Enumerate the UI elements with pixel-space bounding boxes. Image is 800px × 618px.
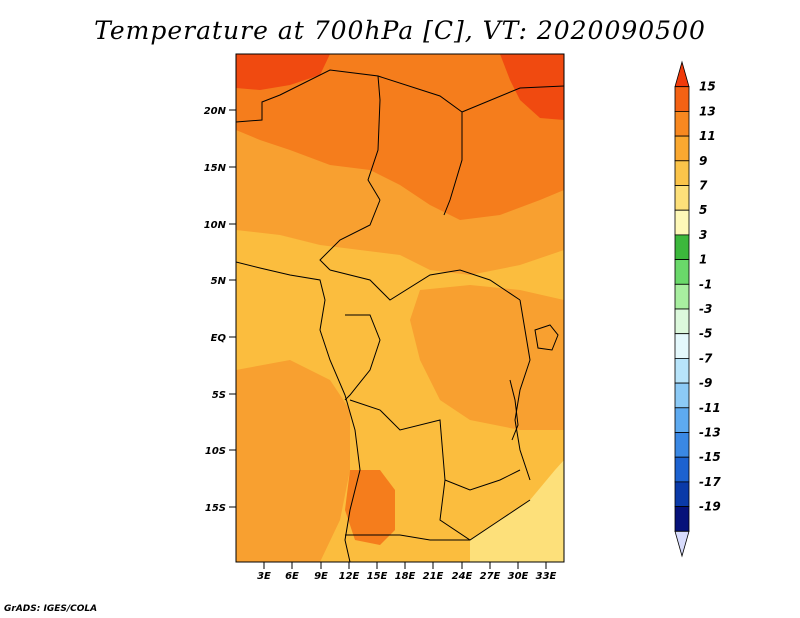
- colorbar-swatch: [674, 456, 690, 483]
- colorbar-swatch: [674, 432, 690, 458]
- colorbar-label: -9: [699, 376, 712, 390]
- colorbar-swatch: [674, 111, 690, 137]
- temp-region-9-11-southwest: [236, 360, 350, 562]
- colorbar-label: 3: [699, 228, 707, 242]
- colorbar-swatch: [674, 234, 690, 260]
- borders: [236, 69, 564, 562]
- temp-region-9-11-east: [410, 285, 564, 430]
- lon-tick-label: 18E: [395, 571, 416, 582]
- colorbar-label: -17: [699, 475, 721, 489]
- colorbar-label: 11: [699, 129, 716, 143]
- lon-tick-label: 12E: [339, 571, 360, 582]
- colorbar-min-triangle: [674, 530, 690, 558]
- lat-axis: 20N 15N 10N 5N EQ 5S 10S 15S: [204, 106, 236, 514]
- colorbar-label: -7: [699, 351, 713, 365]
- colorbar-swatch: [674, 209, 690, 236]
- colorbar-label: 9: [699, 154, 707, 168]
- footer-credit: GrADS: IGES/COLA: [4, 604, 98, 614]
- border-east-africa: [514, 299, 531, 481]
- lat-tick-label: 5N: [211, 276, 227, 287]
- border-car-drc: [329, 269, 521, 301]
- colorbar-label: -3: [699, 302, 712, 316]
- lon-tick-label: 15E: [367, 571, 388, 582]
- colorbar-label: -15: [699, 450, 721, 464]
- colorbar-swatch: [674, 357, 690, 384]
- colorbar-label: -13: [699, 426, 721, 440]
- colorbar-swatch: [674, 407, 690, 433]
- border-sudan-ethiopia: [461, 85, 564, 113]
- lat-tick-label: 15S: [205, 503, 226, 514]
- colorbar-label: 5: [699, 203, 707, 217]
- colorbar-swatch: [674, 86, 690, 112]
- lake-victoria: [534, 324, 559, 351]
- colorbar-label: -19: [699, 500, 721, 514]
- colorbar-label: -1: [699, 277, 712, 291]
- lon-tick-label: 27E: [480, 571, 501, 582]
- lat-tick-label: 20N: [204, 106, 227, 117]
- lat-tick-label: 15N: [204, 163, 227, 174]
- lon-tick-label: 3E: [257, 571, 271, 582]
- lon-tick-label: 21E: [423, 571, 444, 582]
- colorbar-label: 7: [699, 179, 708, 193]
- border-chad-car: [319, 199, 381, 271]
- border-angola-namibia: [345, 534, 470, 541]
- colorbar-label: -11: [699, 401, 721, 415]
- colorbar-swatch: [674, 382, 690, 409]
- colorbar-label: 15: [699, 80, 716, 94]
- border-libya-sudan: [377, 75, 463, 216]
- colorbar-swatch: [674, 283, 690, 310]
- colorbar-swatch: [674, 185, 690, 211]
- colorbar-max-triangle: [674, 60, 690, 88]
- colorbar-swatch: [674, 308, 690, 335]
- colorbar-swatch: [674, 481, 690, 507]
- temp-region-11-13-sahara: [236, 54, 564, 220]
- temp-region-11-13-kalahari: [345, 470, 395, 545]
- lat-tick-label: 10N: [204, 220, 227, 231]
- colorbar-swatch: [674, 135, 690, 162]
- colorbar-swatch: [674, 160, 690, 186]
- colorbar-label: 13: [699, 104, 716, 118]
- lon-tick-label: 30E: [508, 571, 529, 582]
- temp-region-5-7-southeast: [470, 460, 564, 562]
- colorbar-label: 1: [699, 253, 707, 267]
- lon-tick-label: 9E: [314, 571, 328, 582]
- lon-tick-label: 24E: [452, 571, 473, 582]
- border-drc-west: [344, 314, 381, 401]
- border-drc-south: [349, 399, 521, 491]
- lat-tick-label: 5S: [212, 390, 226, 401]
- border-north-line: [236, 69, 381, 201]
- map-frame: [235, 53, 565, 563]
- lon-tick-label: 6E: [285, 571, 299, 582]
- lon-axis: 3E 6E 9E 12E 15E 18E 21E 24E 27E 30E 33E: [257, 562, 557, 582]
- colorbar-label: -5: [699, 327, 712, 341]
- lake-tanganyika: [509, 379, 519, 441]
- lat-tick-label: EQ: [211, 333, 227, 344]
- chart-title: Temperature at 700hPa [C], VT: 202009050…: [94, 16, 706, 45]
- temperature-field: [236, 54, 564, 562]
- colorbar-swatch: [674, 259, 690, 285]
- lat-tick-label: 10S: [205, 446, 226, 457]
- temp-region-13-15-northwest: [236, 54, 330, 90]
- west-coastline: [236, 261, 361, 562]
- border-zambia: [439, 479, 531, 541]
- colorbar: 15 13 11 9 7 5 3 1 -1 -3 -5 -7 -9 -11 -13 -15 -17 -19: [674, 60, 721, 558]
- colorbar-swatch: [674, 506, 690, 532]
- lon-tick-label: 33E: [536, 571, 557, 582]
- colorbar-swatch: [674, 333, 690, 359]
